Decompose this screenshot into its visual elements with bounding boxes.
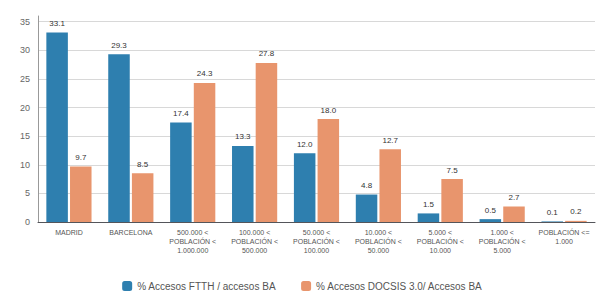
svg-text:100.000 <: 100.000 <	[239, 229, 270, 236]
svg-text:1.000: 1.000	[555, 238, 573, 245]
svg-text:10.000: 10.000	[430, 247, 452, 254]
svg-text:8.5: 8.5	[137, 160, 149, 169]
svg-text:15: 15	[20, 131, 30, 141]
svg-text:50.000 <: 50.000 <	[303, 229, 330, 236]
svg-text:POBLACIÓN <: POBLACIÓN <	[169, 237, 216, 245]
svg-text:100.000: 100.000	[304, 247, 329, 254]
svg-text:24.3: 24.3	[197, 69, 213, 78]
svg-text:7.5: 7.5	[447, 166, 459, 175]
svg-text:1.5: 1.5	[423, 200, 435, 209]
svg-text:10: 10	[20, 160, 30, 170]
svg-text:POBLACIÓN <: POBLACIÓN <	[479, 237, 526, 245]
svg-text:0: 0	[25, 217, 30, 227]
svg-text:500.000 <: 500.000 <	[177, 229, 208, 236]
svg-text:2.7: 2.7	[508, 193, 520, 202]
svg-text:25: 25	[20, 74, 30, 84]
svg-text:MADRID: MADRID	[55, 229, 83, 236]
svg-text:0.2: 0.2	[570, 207, 582, 216]
svg-text:50.000: 50.000	[368, 247, 390, 254]
svg-text:5: 5	[25, 188, 30, 198]
svg-text:% Accesos DOCSIS 3.0/ Accesos: % Accesos DOCSIS 3.0/ Accesos BA	[316, 281, 482, 292]
svg-text:5.000 <: 5.000 <	[428, 229, 452, 236]
svg-text:27.8: 27.8	[259, 49, 275, 58]
svg-text:0.5: 0.5	[485, 206, 497, 215]
svg-text:BARCELONA: BARCELONA	[109, 229, 153, 236]
svg-text:12.7: 12.7	[382, 136, 398, 145]
svg-text:20: 20	[20, 103, 30, 113]
svg-text:10.000 <: 10.000 <	[365, 229, 392, 236]
svg-text:35: 35	[20, 17, 30, 27]
svg-text:13.3: 13.3	[235, 132, 251, 141]
svg-text:POBLACIÓN <: POBLACIÓN <	[355, 237, 402, 245]
svg-text:9.7: 9.7	[75, 153, 87, 162]
svg-text:POBLACIÓN <: POBLACIÓN <	[293, 237, 340, 245]
svg-text:30: 30	[20, 45, 30, 55]
svg-text:POBLACIÓN <: POBLACIÓN <	[417, 237, 464, 245]
svg-text:0.1: 0.1	[547, 208, 559, 217]
svg-text:1.000 <: 1.000 <	[490, 229, 514, 236]
svg-text:17.4: 17.4	[173, 109, 189, 118]
svg-text:POBLACIÓN <: POBLACIÓN <	[231, 237, 278, 245]
svg-text:1.000.000: 1.000.000	[177, 247, 208, 254]
svg-text:5.000: 5.000	[493, 247, 511, 254]
svg-text:18.0: 18.0	[321, 106, 337, 115]
svg-text:29.3: 29.3	[111, 41, 127, 50]
svg-text:POBLACIÓN <=: POBLACIÓN <=	[539, 228, 590, 236]
svg-text:4.8: 4.8	[361, 181, 373, 190]
svg-text:33.1: 33.1	[49, 19, 65, 28]
svg-text:500.000: 500.000	[242, 247, 267, 254]
svg-text:12.0: 12.0	[297, 140, 313, 149]
svg-text:% Accesos FTTH / accesos BA: % Accesos FTTH / accesos BA	[137, 281, 276, 292]
